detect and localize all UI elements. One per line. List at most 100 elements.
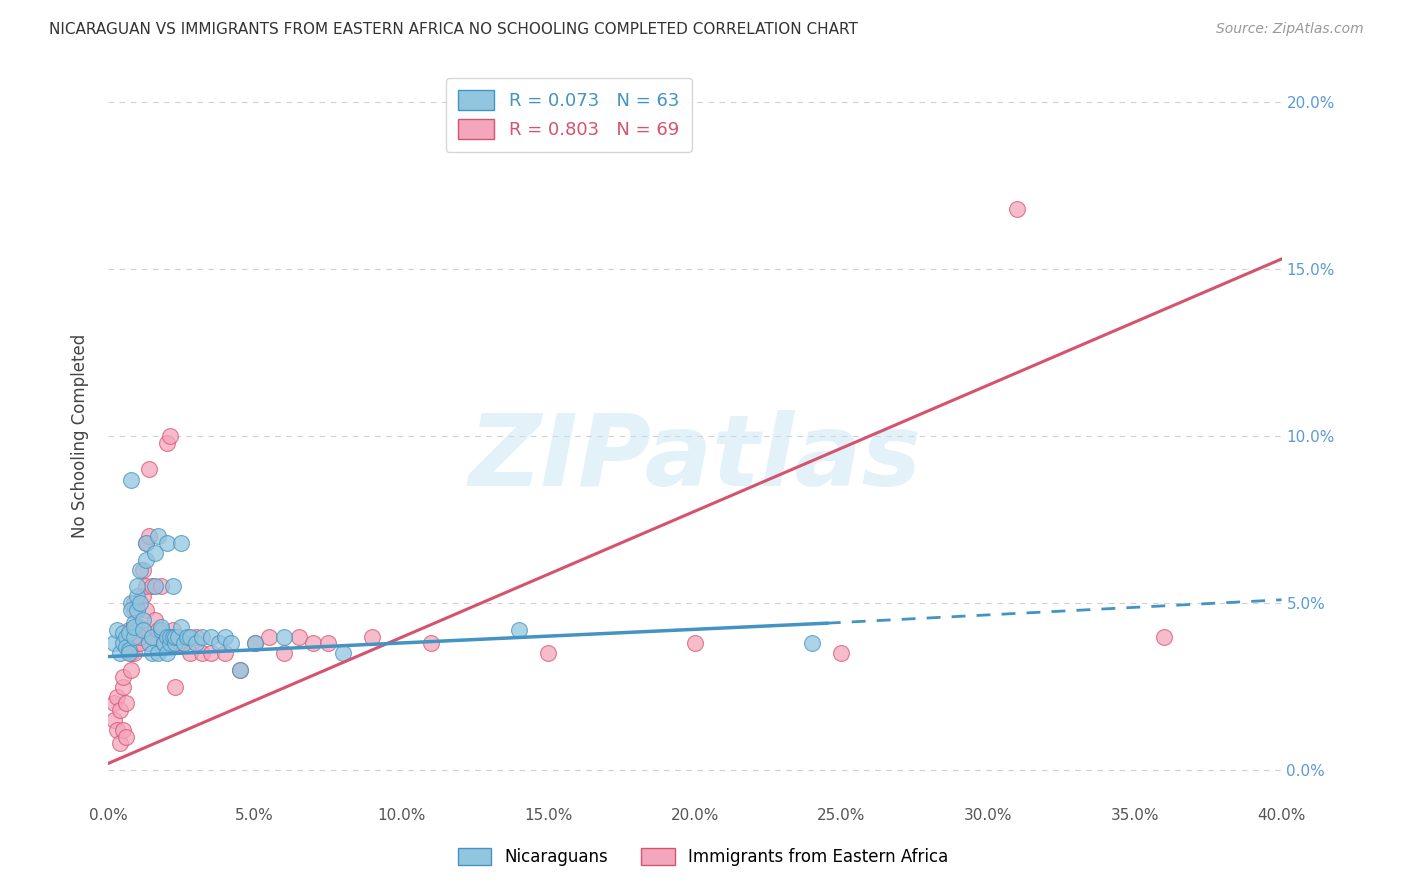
Point [508,623,530,637]
Point [159,636,181,650]
Point [120,646,142,660]
Point [117,636,139,650]
Point [111,626,134,640]
Point [127,623,149,637]
Point [127,579,149,593]
Point [103,713,125,727]
Point [149,623,172,637]
Point [129,630,152,644]
Point [200,630,222,644]
Point [259,630,281,644]
Point [114,730,136,744]
Point [159,636,181,650]
Point [361,630,384,644]
Point [156,435,179,450]
Legend: Nicaraguans, Immigrants from Eastern Africa: Nicaraguans, Immigrants from Eastern Afr… [450,840,956,875]
Point [108,703,131,717]
Point [165,680,187,694]
Point [129,636,152,650]
Point [135,579,157,593]
Point [129,619,152,633]
Point [159,630,181,644]
Point [165,636,187,650]
Point [124,616,146,631]
Point [138,462,160,476]
Point [105,723,128,738]
Point [159,429,181,443]
Point [146,623,169,637]
Point [111,723,134,738]
Point [229,663,252,677]
Point [141,630,163,644]
Point [1153,630,1175,644]
Point [152,636,174,650]
Point [419,636,441,650]
Point [127,630,149,644]
Point [287,630,309,644]
Point [124,619,146,633]
Point [117,643,139,657]
Point [149,636,172,650]
Point [801,636,824,650]
Point [114,697,136,711]
Point [156,536,179,550]
Point [105,690,128,704]
Point [124,603,146,617]
Point [200,646,222,660]
Point [132,623,155,637]
Point [135,603,157,617]
Point [108,736,131,750]
Point [830,646,852,660]
Point [117,626,139,640]
Point [141,646,163,660]
Point [135,552,157,566]
Point [138,636,160,650]
Point [146,646,169,660]
Point [214,630,236,644]
Point [143,546,166,560]
Point [1007,202,1029,216]
Point [120,603,142,617]
Point [162,630,184,644]
Point [170,536,193,550]
Point [176,630,198,644]
Point [156,646,179,660]
Point [152,636,174,650]
Point [117,646,139,660]
Point [127,590,149,604]
Point [120,596,142,610]
Point [135,536,157,550]
Point [273,646,295,660]
Point [120,630,142,644]
Point [124,646,146,660]
Point [165,630,187,644]
Point [208,636,231,650]
Point [332,646,354,660]
Point [214,646,236,660]
Point [156,630,179,644]
Point [184,636,207,650]
Point [170,619,193,633]
Point [120,473,142,487]
Point [162,630,184,644]
Point [316,636,339,650]
Legend: R = 0.073   N = 63, R = 0.803   N = 69: R = 0.073 N = 63, R = 0.803 N = 69 [446,78,692,152]
Point [114,630,136,644]
Point [165,636,187,650]
Point [103,636,125,650]
Point [129,596,152,610]
Point [191,630,214,644]
Point [105,623,128,637]
Point [167,630,190,644]
Text: ZIPatlas: ZIPatlas [468,409,921,507]
Point [683,636,706,650]
Point [141,630,163,644]
Point [114,640,136,654]
Point [173,636,195,650]
Point [162,579,184,593]
Point [179,630,201,644]
Point [129,563,152,577]
Point [138,529,160,543]
Point [146,529,169,543]
Point [170,636,193,650]
